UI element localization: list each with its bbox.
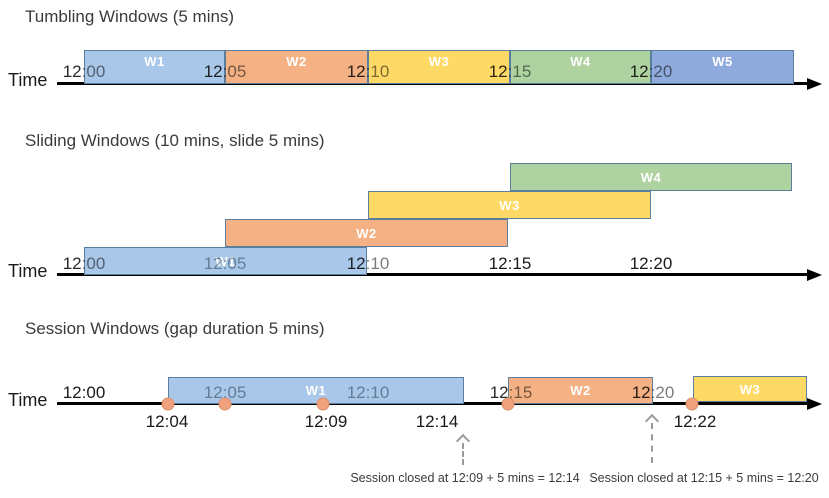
window-label: W2 [570, 383, 591, 398]
sliding-time-label: Time [8, 261, 48, 281]
sliding-tick-12-20: 12:20 [629, 254, 673, 273]
tumbling-tick-12-00: 12:00 [62, 62, 106, 81]
event-dot-12-15 [501, 397, 515, 411]
session-tick-12-20: 12:20 [631, 383, 675, 402]
tumbling-tick-12-15: 12:15 [488, 62, 532, 81]
sliding-section-title: Sliding Windows (10 mins, slide 5 mins) [25, 131, 325, 150]
window-label: W5 [712, 54, 733, 69]
session-section-title: Session Windows (gap duration 5 mins) [25, 319, 325, 338]
event-dot-12-09 [316, 397, 330, 411]
sliding-axis-arrow-icon [807, 268, 822, 281]
sliding-tick-12-10: 12:10 [346, 254, 390, 273]
event-dot-12-22 [685, 397, 699, 411]
session-tick-12-10: 12:10 [346, 383, 390, 402]
event-time-label-12-14: 12:14 [415, 412, 459, 431]
sliding-window-w2: W2 [225, 219, 508, 247]
session-axis-arrow-icon [807, 397, 822, 410]
tumbling-tick-12-10: 12:10 [346, 62, 390, 81]
tumbling-window-w5: W5 [651, 50, 794, 84]
window-label: W1 [305, 383, 327, 398]
window-label: W2 [286, 54, 307, 69]
window-label: W1 [215, 253, 236, 269]
tumbling-window-w1: W1 [84, 50, 225, 84]
tumbling-section-title: Tumbling Windows (5 mins) [25, 7, 235, 26]
window-label: W3 [428, 54, 450, 69]
session-tick-12-00: 12:00 [62, 383, 106, 402]
tumbling-window-w2: W2 [225, 50, 368, 84]
tumbling-tick-12-20: 12:20 [629, 62, 673, 81]
tumbling-window-w4: W4 [510, 50, 651, 84]
session-closed-annotation-2: Session closed at 12:15 + 5 mins = 12:20 [589, 471, 819, 485]
session-tick-12-05: 12:05 [203, 383, 247, 402]
window-label: W2 [356, 225, 377, 241]
tumbling-axis-arrow-icon [807, 77, 822, 90]
event-time-label-12-22: 12:22 [673, 412, 717, 431]
annotation-dashed-line [462, 443, 464, 465]
sliding-window-w1: W1 [84, 247, 367, 275]
window-label: W4 [570, 54, 591, 69]
window-label: W3 [499, 197, 520, 213]
window-label: W4 [640, 169, 662, 185]
tumbling-tick-12-05: 12:05 [203, 62, 247, 81]
window-label: W1 [144, 54, 165, 69]
sliding-time-axis [57, 273, 810, 276]
tumbling-time-label: Time [8, 70, 48, 90]
tumbling-window-w3: W3 [368, 50, 510, 84]
sliding-tick-12-15: 12:15 [488, 254, 532, 273]
session-time-label: Time [8, 390, 48, 410]
event-time-label-12-09: 12:09 [304, 412, 348, 431]
sliding-window-w4: W4 [510, 163, 792, 191]
session-closed-annotation-1: Session closed at 12:09 + 5 mins = 12:14 [350, 471, 580, 485]
annotation-dashed-line [651, 423, 653, 463]
event-dot-12-05 [218, 397, 232, 411]
sliding-tick-12-05: 12:05 [203, 254, 247, 273]
sliding-window-w3: W3 [368, 191, 651, 219]
window-label: W3 [739, 381, 761, 397]
session-window-w3: W3 [693, 376, 807, 402]
session-window-w2: W2 [508, 377, 653, 404]
event-time-label-12-04: 12:04 [145, 412, 189, 431]
sliding-tick-12-00: 12:00 [62, 254, 106, 273]
session-tick-12-15: 12:15 [489, 383, 533, 402]
session-window-w1: W1 [168, 377, 464, 404]
event-dot-12-04 [161, 397, 175, 411]
